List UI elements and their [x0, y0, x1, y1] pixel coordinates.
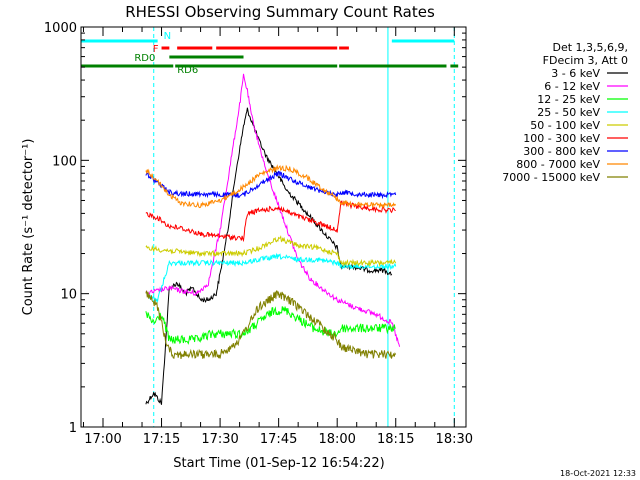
x-tick-label: 18:30 — [436, 432, 473, 447]
state-bar-f — [216, 46, 338, 50]
y-axis: 1 10 100 1000 — [44, 21, 466, 436]
legend-header-line: Det 1,3,5,6,9, — [552, 41, 628, 54]
y-tick-label: 100 — [52, 154, 77, 169]
series-line-50-100-kev — [145, 235, 397, 267]
y-tick-label: 1000 — [44, 21, 77, 36]
x-axis: 17:00 17:15 17:30 17:45 18:00 18:15 18:30 — [82, 27, 473, 447]
state-bar-rd6 — [81, 64, 174, 68]
state-bar-n — [391, 39, 455, 43]
legend-entry-label: 800 - 7000 keV — [516, 158, 600, 171]
plot-frame — [80, 26, 467, 428]
series-line-300-800-kev — [145, 170, 397, 200]
series-line-25-50-kev — [145, 252, 397, 304]
state-label-rd0: RD0 — [134, 53, 155, 64]
x-tick-label: 18:00 — [318, 432, 355, 447]
legend-entry-label: 12 - 25 keV — [537, 93, 600, 106]
chart-title: RHESSI Observing Summary Count Rates — [125, 3, 435, 21]
y-tick-label: 10 — [60, 288, 77, 303]
state-bar-rd6 — [339, 64, 447, 68]
series-line-100-300-kev — [145, 200, 396, 243]
legend-entry-label: 25 - 50 keV — [537, 106, 600, 119]
y-tick-label: 1 — [69, 421, 77, 436]
marker-lines — [80, 27, 455, 427]
legend-entry-label: 50 - 100 keV — [530, 119, 600, 132]
series-line-800-7000-kev — [145, 164, 397, 209]
x-tick-label: 17:30 — [201, 432, 238, 447]
series-line-7000-15000-kev — [145, 290, 397, 359]
x-tick-label: 18:15 — [377, 432, 414, 447]
state-bar-rd6 — [450, 64, 459, 68]
state-label-f: F — [153, 44, 159, 55]
series-line-6-12-kev — [145, 73, 401, 347]
state-bar-f — [177, 46, 213, 50]
x-tick-label: 17:00 — [84, 432, 121, 447]
series-line-12-25-kev — [145, 306, 396, 345]
state-bar-rd6 — [175, 64, 338, 68]
legend-header-line: FDecim 3, Att 0 — [543, 54, 628, 67]
series-line-3-6-kev — [145, 107, 393, 405]
y-axis-label: Count Rate (s⁻¹ detector⁻¹) — [21, 139, 36, 316]
state-label-rd6: RD6 — [177, 65, 198, 76]
legend-entry-label: 7000 - 15000 keV — [502, 171, 600, 184]
state-label-n: N — [164, 31, 171, 42]
footer-timestamp: 18-Oct-2021 12:33 — [560, 469, 636, 478]
state-bar-f — [339, 46, 349, 50]
legend-entry-label: 6 - 12 keV — [544, 80, 600, 93]
legend-entry-label: 300 - 800 keV — [523, 145, 600, 158]
x-tick-label: 17:45 — [260, 432, 297, 447]
state-bar-n — [81, 39, 158, 43]
legend-entry-label: 3 - 6 keV — [551, 67, 600, 80]
x-axis-label: Start Time (01-Sep-12 16:54:22) — [173, 456, 384, 471]
state-bar-f — [161, 46, 170, 50]
x-tick-label: 17:15 — [143, 432, 180, 447]
state-bar-rd0 — [169, 55, 244, 59]
legend: Det 1,3,5,6,9,FDecim 3, Att 03 - 6 keV6 … — [502, 41, 628, 184]
legend-entry-label: 100 - 300 keV — [523, 132, 600, 145]
series-lines — [145, 73, 401, 405]
